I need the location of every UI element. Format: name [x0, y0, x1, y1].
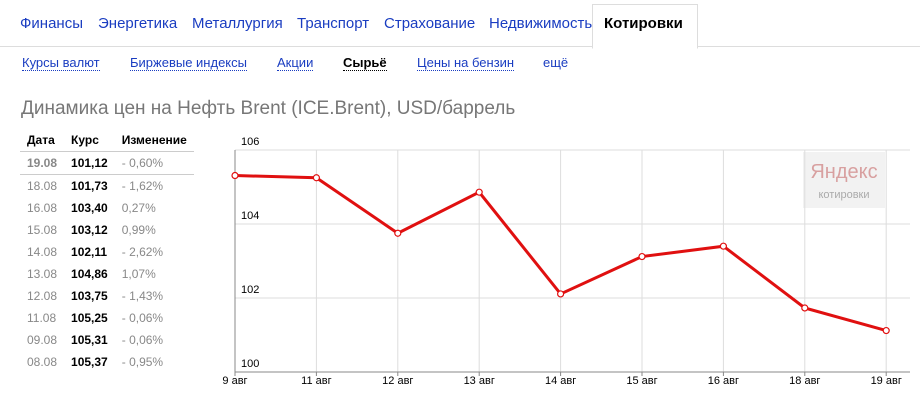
active-tab	[592, 4, 698, 49]
point	[231, 171, 239, 180]
table-row: 08.08 105,37 - 0,95%	[20, 351, 194, 373]
table-cell: - 0,06%	[121, 333, 164, 347]
table-cell: - 1,62%	[121, 179, 164, 193]
table-cell: 14.08	[27, 245, 58, 259]
point	[556, 290, 565, 298]
top-nav: Финансы Энергетика Металлургия Транспорт Стр…	[0, 0, 920, 49]
page-title: Динамика цен на Нефть Brent (ICE.Brent),…	[21, 98, 516, 119]
table-cell: 19.08	[20, 151, 65, 175]
table-cell: - 2,62%	[121, 245, 164, 259]
header-cell: Дата	[20, 129, 65, 152]
y-tick-label: 106	[241, 136, 259, 148]
table-cell: 13.08	[27, 267, 58, 281]
table-cell: 103,12	[71, 223, 108, 237]
table-cell: 104,86	[71, 267, 108, 281]
nav-link[interactable]: Страхование	[384, 15, 476, 32]
subnav-link[interactable]: Акции	[277, 55, 314, 71]
table-row: 11.08 105,25 - 0,06%	[20, 307, 194, 329]
table-cell: - 1,43%	[121, 289, 164, 303]
point	[394, 229, 402, 237]
point	[475, 188, 483, 196]
y-tick-label: 100	[241, 358, 259, 370]
x-tick-label: 13 авг	[464, 375, 495, 387]
nav-link[interactable]: Транспорт	[297, 15, 370, 32]
table-cell: 15.08	[27, 223, 58, 237]
table-row: 15.08 103,12 0,99%	[20, 219, 194, 241]
quotes-table: Дата Курс Изменение 19.08 101,12- 0,60% 18.08…	[20, 129, 194, 373]
watermark-caption: котировки	[818, 189, 869, 201]
y-tick-label: 104	[241, 210, 259, 222]
table-row: 14.08 102,11 - 2,62%	[20, 241, 194, 263]
table-cell: 101,12	[64, 151, 115, 175]
subnav-link[interactable]: ещё	[543, 55, 569, 70]
nav-link[interactable]: Котировки	[604, 15, 683, 32]
table-row: 12.08 103,75 - 1,43%	[20, 285, 194, 307]
x-tick-label: 16 авг	[708, 375, 739, 387]
point	[801, 304, 809, 312]
nav-link[interactable]: Металлургия	[192, 15, 283, 32]
table-row: 19.08 101,12- 0,60%	[20, 151, 194, 175]
table-cell: 0,27%	[121, 201, 156, 215]
table-cell: 16.08	[27, 201, 58, 215]
nav-link[interactable]: Недвижимость	[489, 15, 593, 32]
table-cell: 09.08	[27, 333, 58, 347]
table-row: 16.08 103,40 0,27%	[20, 197, 194, 219]
y-tick-label: 102	[241, 284, 259, 296]
table-cell: 105,25	[71, 311, 108, 325]
table-cell: - 0,95%	[121, 355, 164, 369]
x-tick-label: 11 авг	[301, 375, 331, 387]
watermark-box	[803, 152, 885, 208]
table-cell: 101,73	[71, 179, 108, 193]
header-cell: Изменение	[114, 129, 194, 152]
table-cell: 103,75	[71, 289, 108, 303]
table-row: 18.08 101,73 - 1,62%	[20, 175, 194, 198]
table-cell: 11.08	[27, 311, 57, 325]
nav-link[interactable]: Финансы	[20, 15, 83, 32]
subnav-link[interactable]: Курсы валют	[22, 55, 100, 71]
table-cell: - 0,60%	[114, 151, 194, 175]
x-tick-label: 12 авг	[382, 375, 413, 387]
header-row: Дата Курс Изменение	[20, 129, 194, 152]
point	[882, 326, 890, 335]
nav-link[interactable]: Энергетика	[98, 15, 178, 32]
table-cell: 08.08	[27, 355, 58, 369]
subnav-link[interactable]: Цены на бензин	[417, 55, 515, 71]
table-cell: 1,07%	[121, 267, 156, 281]
point	[638, 252, 646, 261]
watermark-brand: Яндекс	[810, 161, 877, 183]
table-cell: 102,11	[71, 245, 108, 259]
point	[719, 242, 728, 250]
header-cell: Курс	[64, 129, 115, 152]
table-cell: 0,99%	[121, 223, 156, 237]
x-tick-label: 9 авг	[222, 375, 247, 387]
table-cell: 105,31	[71, 333, 108, 347]
table-cell: - 0,06%	[121, 311, 164, 325]
subnav-link[interactable]: Биржевые индексы	[130, 55, 247, 71]
subnav-link[interactable]: Сырьё	[343, 55, 387, 71]
x-tick-label: 14 авг	[545, 375, 576, 387]
x-tick-label: 15 авг	[626, 375, 657, 387]
table-cell: 103,40	[71, 201, 108, 215]
table-row: 09.08 105,31 - 0,06%	[20, 329, 194, 351]
table-cell: 18.08	[27, 179, 58, 193]
table-row: 13.08 104,86 1,07%	[20, 263, 194, 285]
table-cell: 105,37	[71, 355, 108, 369]
point	[312, 174, 320, 182]
x-tick-label: 19 авг	[871, 375, 902, 387]
x-tick-label: 18 авг	[789, 375, 820, 387]
table-cell: 12.08	[27, 289, 58, 303]
